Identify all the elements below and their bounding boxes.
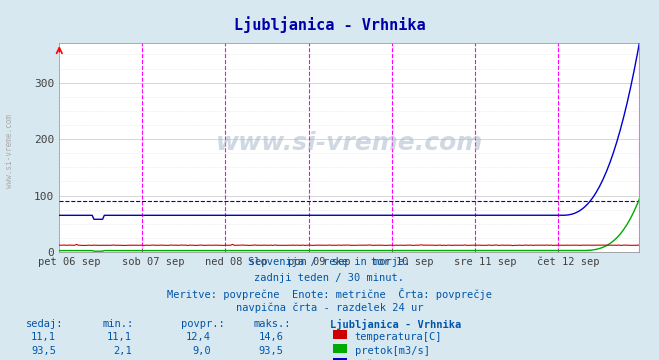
Text: maks.:: maks.:: [254, 319, 291, 329]
Text: Ljubljanica - Vrhnika: Ljubljanica - Vrhnika: [234, 16, 425, 33]
Text: 2,1: 2,1: [113, 346, 132, 356]
Text: Ljubljanica - Vrhnika: Ljubljanica - Vrhnika: [330, 319, 461, 330]
Text: 9,0: 9,0: [192, 346, 211, 356]
Text: navpična črta - razdelek 24 ur: navpična črta - razdelek 24 ur: [236, 303, 423, 313]
Text: zadnji teden / 30 minut.: zadnji teden / 30 minut.: [254, 273, 405, 283]
Text: 11,1: 11,1: [31, 332, 56, 342]
Text: 93,5: 93,5: [258, 346, 283, 356]
Text: www.si-vreme.com: www.si-vreme.com: [5, 114, 14, 188]
Text: 14,6: 14,6: [258, 332, 283, 342]
Text: www.si-vreme.com: www.si-vreme.com: [215, 131, 483, 156]
Text: povpr.:: povpr.:: [181, 319, 225, 329]
Text: sedaj:: sedaj:: [26, 319, 64, 329]
Text: pretok[m3/s]: pretok[m3/s]: [355, 346, 430, 356]
Text: 11,1: 11,1: [107, 332, 132, 342]
Text: temperatura[C]: temperatura[C]: [355, 332, 442, 342]
Text: min.:: min.:: [102, 319, 133, 329]
Text: 93,5: 93,5: [31, 346, 56, 356]
Text: Meritve: povprečne  Enote: metrične  Črta: povprečje: Meritve: povprečne Enote: metrične Črta:…: [167, 288, 492, 300]
Text: Slovenija / reke in morje.: Slovenija / reke in morje.: [248, 257, 411, 267]
Text: 12,4: 12,4: [186, 332, 211, 342]
